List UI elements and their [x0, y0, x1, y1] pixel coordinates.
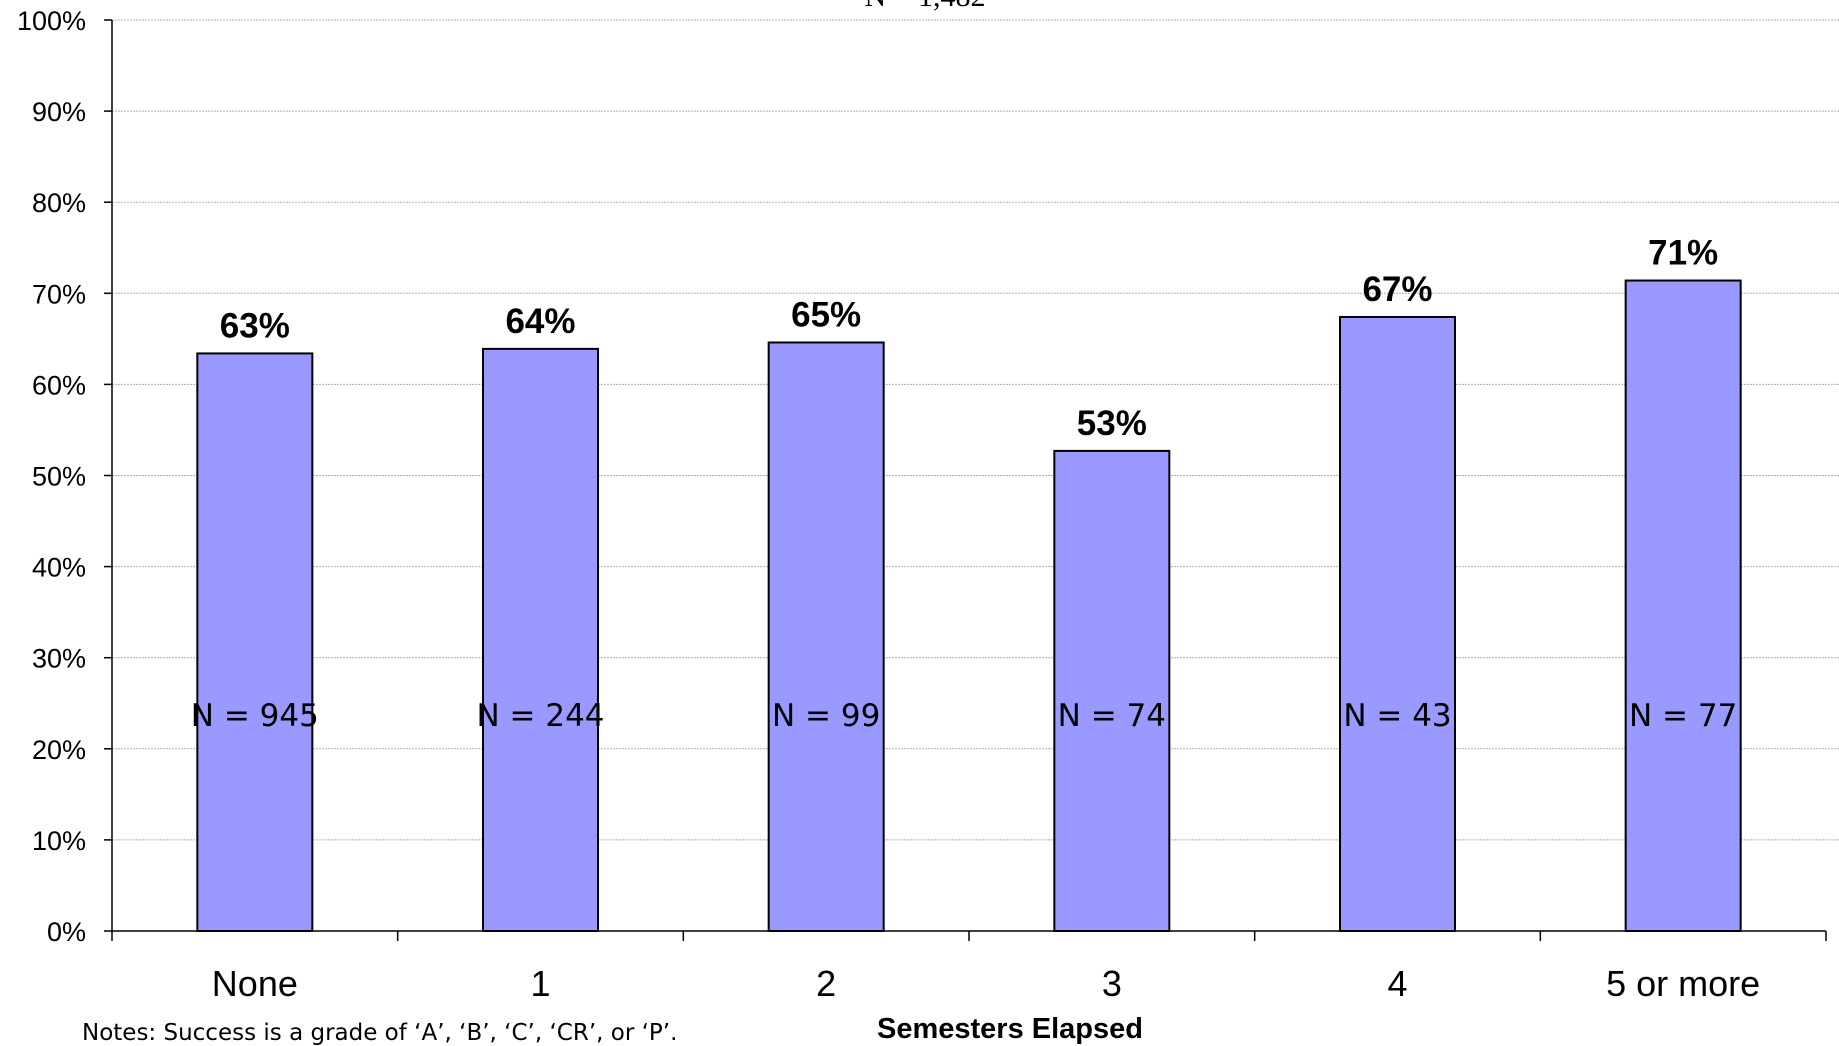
bar: [1339, 315, 1456, 932]
labels: 0% 10% 20% 30% 40% 50% 60% 70% 80% 90% 100% 63% N = …: [17, 6, 1760, 1004]
x-tick-label: 3: [1102, 963, 1122, 1004]
bar: [767, 341, 885, 932]
bar-n-label: N = 43: [1343, 698, 1451, 734]
y-tick-label: 10%: [32, 826, 86, 856]
x-tick-label: 2: [816, 963, 836, 1004]
y-tick-label: 90%: [32, 97, 86, 127]
y-tick-label: 30%: [32, 644, 86, 674]
bars: [196, 279, 1742, 933]
x-axis-label: Semesters Elapsed: [877, 1013, 1143, 1045]
notes: Notes: Success is a grade of ‘A’, ‘B’, ‘…: [82, 1020, 677, 1046]
bar-value-label: 63%: [220, 306, 290, 345]
bar: [1624, 279, 1742, 932]
y-tick-label: 40%: [32, 553, 86, 583]
x-tick-label: 5 or more: [1606, 963, 1760, 1004]
axes: [104, 19, 1827, 941]
bar-value-label: 65%: [791, 295, 861, 334]
y-tick-label: 50%: [32, 462, 86, 492]
bar-value-label: 71%: [1648, 234, 1718, 273]
bar-value-label: 67%: [1362, 270, 1432, 309]
bar-n-label: N = 99: [772, 698, 880, 734]
y-tick-label: 100%: [17, 6, 86, 36]
y-tick-label: 20%: [32, 735, 86, 765]
bar-n-label: N = 945: [191, 698, 319, 734]
bar-n-label: N = 244: [476, 698, 604, 734]
x-tick-label: None: [212, 963, 298, 1004]
bar: [1053, 449, 1171, 932]
y-tick-label: 60%: [32, 370, 86, 400]
x-tick-label: 4: [1387, 963, 1407, 1004]
bar-value-label: 64%: [505, 302, 575, 341]
bar: [482, 347, 599, 933]
bar: [196, 352, 314, 932]
gridlines: [112, 19, 1839, 841]
x-tick-label: 1: [530, 963, 550, 1004]
bar-n-label: N = 74: [1058, 698, 1166, 734]
y-tick-label: 80%: [32, 188, 86, 218]
bar-n-label: N = 77: [1629, 698, 1737, 734]
bar-value-label: 53%: [1077, 404, 1147, 443]
top-note: N = 1,482: [864, 0, 985, 13]
y-tick-label: 0%: [47, 917, 86, 947]
y-tick-label: 70%: [32, 279, 86, 309]
